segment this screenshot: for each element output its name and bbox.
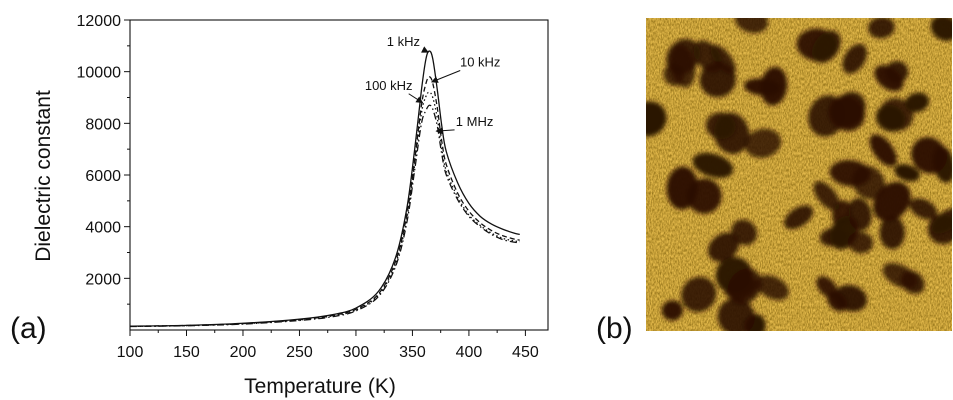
x-tick-label: 300 [343, 344, 370, 361]
domain-spot [734, 18, 769, 34]
y-tick-label: 8000 [85, 116, 121, 133]
series-line-1-mhz [129, 104, 520, 328]
y-tick-label: 4000 [85, 220, 121, 237]
x-tick-label: 150 [173, 344, 200, 361]
domain-spot [868, 18, 895, 39]
annotation-arrow [430, 70, 461, 83]
domain-spot [666, 166, 699, 210]
y-tick-label: 6000 [85, 168, 121, 185]
domain-spot [847, 197, 872, 231]
domain-spot [756, 275, 789, 301]
domain-spot [847, 231, 874, 254]
x-tick-label: 400 [456, 344, 483, 361]
annotation-arrow [421, 46, 429, 53]
domain-spot [813, 181, 840, 211]
y-tick-label: 12000 [77, 13, 122, 30]
afm-domain-image [646, 18, 952, 331]
domain-spot [842, 43, 868, 74]
domain-spot [699, 61, 736, 98]
annotation-label: 1 MHz [456, 114, 494, 129]
chart-series [129, 50, 520, 328]
domain-spot [827, 291, 848, 312]
y-tick-label: 10000 [77, 65, 122, 82]
domain-spot [909, 198, 938, 220]
domain-spot [681, 276, 717, 313]
annotation-label: 100 kHz [365, 78, 413, 93]
y-axis-label: Dielectric constant [32, 90, 55, 262]
domain-spot [911, 137, 947, 174]
domain-spot [707, 232, 740, 262]
dielectric-chart: 100 150 200 250 300 350 400 450 2000 4000 6000 8000… [32, 13, 549, 398]
domain-spot [705, 112, 737, 140]
annotation-label: 10 kHz [460, 55, 500, 70]
chart-axes: 100 150 200 250 300 350 400 450 2000 4000 6000 8000… [77, 13, 549, 361]
annotation-arrow [435, 127, 455, 135]
domain-spot [717, 298, 755, 331]
panel-label-b: (b) [596, 312, 633, 345]
domain-spot [894, 164, 920, 182]
domain-spot [784, 205, 814, 230]
domain-spot [663, 63, 685, 86]
x-axis-label: Temperature (K) [244, 375, 396, 398]
domain-spot [882, 262, 918, 289]
domain-spot [661, 300, 684, 321]
domain-spot [646, 101, 667, 137]
annotation-label: 1 kHz [387, 34, 420, 49]
series-line-100-khz [129, 91, 520, 328]
x-tick-label: 200 [230, 344, 257, 361]
domain-spot [904, 92, 930, 113]
y-tick-label: 2000 [85, 271, 121, 288]
annotation-arrow [408, 93, 424, 104]
x-tick-label: 450 [512, 344, 539, 361]
x-tick-label: 100 [117, 344, 144, 361]
domain-spot [872, 181, 911, 222]
x-tick-label: 250 [286, 344, 313, 361]
afm-domain-texture [646, 18, 952, 331]
domain-spot [829, 159, 871, 187]
domain-spot [796, 28, 839, 62]
domain-spot [727, 268, 762, 305]
series-line-1-khz [129, 50, 520, 327]
domain-spot [869, 134, 898, 167]
domain-spot [930, 18, 952, 41]
domain-spot [879, 215, 905, 250]
domain-spot [885, 60, 909, 84]
domain-spot [743, 78, 781, 96]
chart-annotations: 1 kHz 10 kHz 100 kHz 1 MHz [365, 34, 500, 135]
domain-spot [931, 207, 952, 234]
x-tick-label: 350 [399, 344, 426, 361]
domain-spot [875, 104, 906, 132]
panel-label-a: (a) [10, 312, 47, 345]
domain-spot [808, 95, 846, 137]
domain-spot [744, 128, 782, 158]
domain-spot [692, 152, 734, 178]
